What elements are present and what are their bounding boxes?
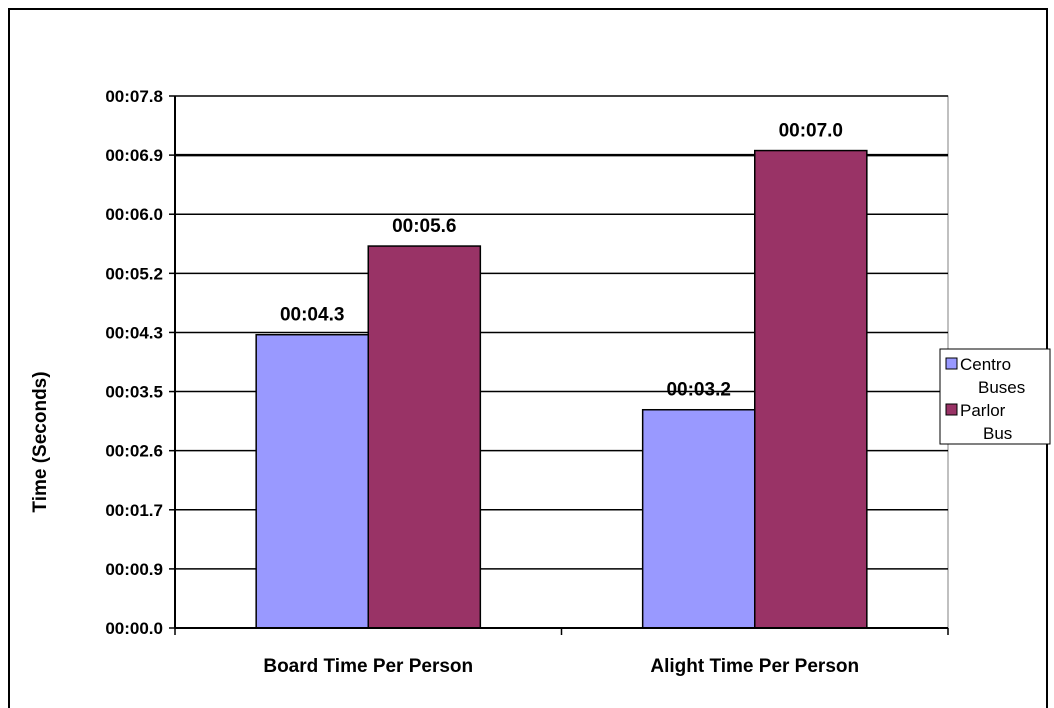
y-tick-label: 00:05.2 [105,264,163,283]
y-tick-label: 00:01.7 [105,501,163,520]
data-label: 00:05.6 [392,216,456,237]
legend-label-centro-line1: Centro [960,355,1011,374]
legend-label-parlor-line1: Parlor [960,401,1006,420]
bar-parlor-bus-0 [367,245,482,629]
y-tick-label: 00:00.9 [105,560,163,579]
y-tick-label: 00:06.9 [105,146,163,165]
data-label: 00:07.0 [779,121,843,142]
legend: Centro Buses Parlor Bus [939,348,1051,445]
y-tick-label: 00:06.0 [105,205,163,224]
axes: 00:00.0 00:00.9 00:01.7 00:02.6 00:03.5 00:04… [105,87,949,677]
legend-swatch-parlor-bus [945,403,958,416]
x-category-label: Alight Time Per Person [650,656,859,677]
bars [255,149,868,629]
y-axis-label: Time (Seconds) [30,371,51,512]
data-labels: 00:04.3 00:05.6 00:03.2 00:07.0 [280,121,843,401]
y-tick-label: 00:00.0 [105,619,163,638]
x-category-label: Board Time Per Person [263,656,473,677]
y-tick-label: 00:07.8 [105,87,163,106]
y-tick-label: 00:03.5 [105,383,163,402]
bar-centro-buses-0 [255,333,370,629]
legend-swatch-centro-buses [945,357,958,370]
y-tick-label: 00:04.3 [105,323,163,342]
data-label: 00:03.2 [666,380,730,401]
legend-label-centro-line2: Buses [978,378,1025,397]
data-label: 00:04.3 [280,305,344,326]
legend-label-parlor-line2: Bus [983,424,1012,443]
bar-centro-buses-1 [641,408,756,629]
y-tick-label: 00:02.6 [105,442,163,461]
bar-parlor-bus-1 [754,149,868,629]
legend-box [939,348,1051,445]
